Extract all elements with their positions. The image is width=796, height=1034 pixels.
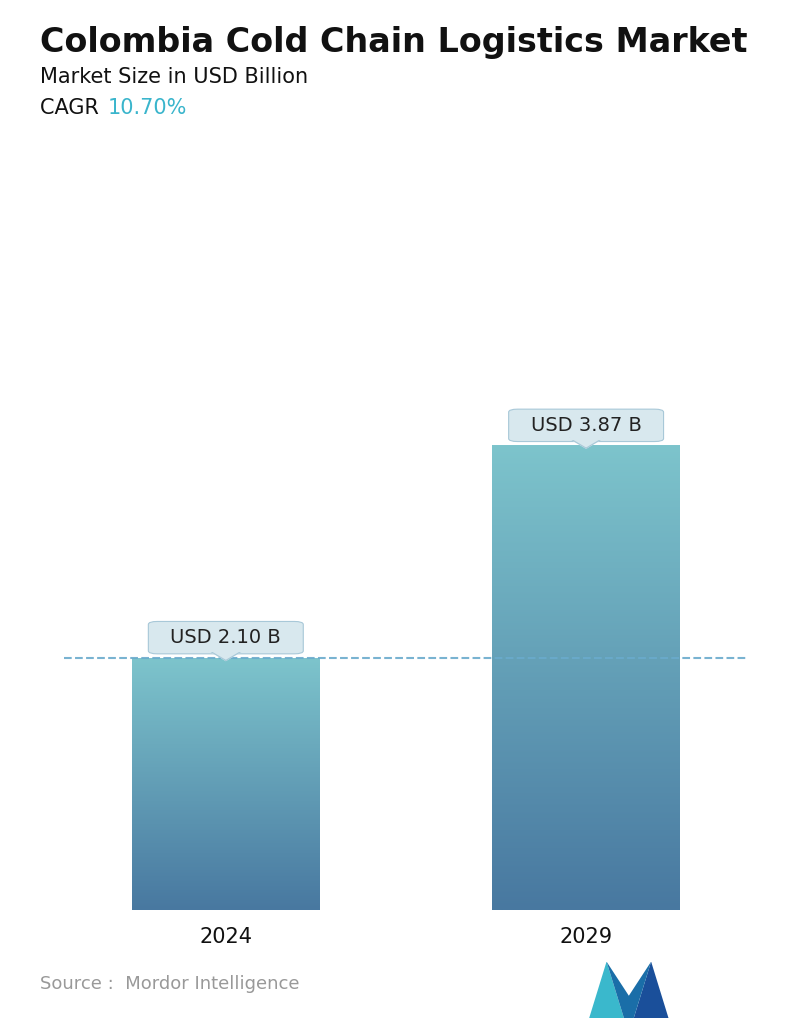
FancyBboxPatch shape: [148, 621, 303, 653]
Text: Market Size in USD Billion: Market Size in USD Billion: [40, 67, 308, 87]
Text: USD 2.10 B: USD 2.10 B: [170, 628, 281, 647]
Text: Source :  Mordor Intelligence: Source : Mordor Intelligence: [40, 975, 299, 993]
Text: CAGR: CAGR: [40, 98, 112, 118]
Text: 10.70%: 10.70%: [107, 98, 187, 118]
Polygon shape: [589, 962, 624, 1018]
Polygon shape: [607, 962, 651, 1018]
Text: Colombia Cold Chain Logistics Market: Colombia Cold Chain Logistics Market: [40, 26, 747, 59]
Text: USD 3.87 B: USD 3.87 B: [531, 416, 642, 435]
Polygon shape: [570, 438, 603, 448]
FancyBboxPatch shape: [509, 409, 664, 442]
Polygon shape: [634, 962, 669, 1018]
Polygon shape: [209, 650, 242, 661]
